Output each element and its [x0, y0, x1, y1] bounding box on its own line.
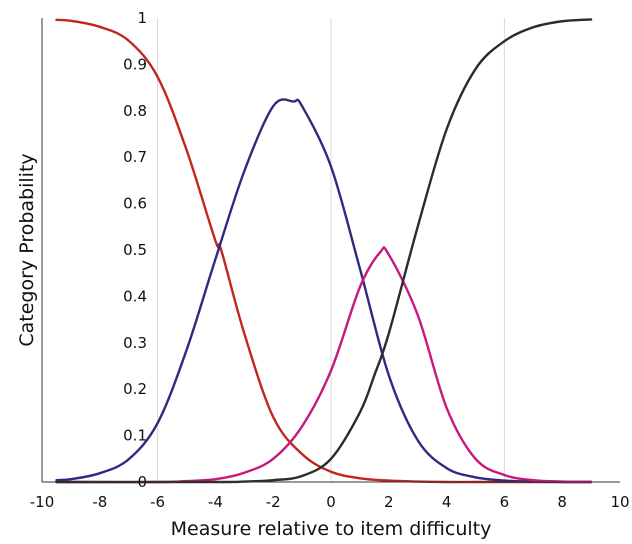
y-tick-labels: 0 0.1 0.2 0.3 0.4 0.5 0.6 0.7 0.8 0.9 1	[123, 9, 147, 491]
x-tick-label: 8	[557, 493, 567, 511]
axis-layer	[41, 18, 620, 483]
y-tick-label: 0.4	[123, 287, 147, 305]
series-line-3	[55, 18, 593, 484]
y-tick-label: 0.8	[123, 102, 147, 120]
x-tick-label: -2	[266, 493, 281, 511]
y-tick-label: 0.7	[123, 148, 147, 166]
x-tick-label: -10	[30, 493, 55, 511]
x-tick-label: 2	[384, 493, 394, 511]
x-tick-label: -4	[208, 493, 223, 511]
x-tick-label: -6	[150, 493, 165, 511]
y-tick-label: 0.6	[123, 195, 147, 213]
x-tick-label: -8	[92, 493, 107, 511]
y-tick-label: 0.2	[123, 380, 147, 398]
series-line-1	[55, 98, 593, 484]
x-tick-label: 6	[500, 493, 510, 511]
y-tick-label: 0.3	[123, 334, 147, 352]
x-tick-labels: -10 -8 -6 -4 -2 0 2 4 6 8 10	[30, 493, 630, 511]
grid-layer	[157, 18, 505, 482]
y-tick-label: 0.9	[123, 55, 147, 73]
x-tick-label: 4	[442, 493, 452, 511]
y-tick-label: 0.1	[123, 427, 147, 445]
y-tick-label: 1	[137, 9, 147, 27]
y-tick-label: 0.5	[123, 241, 147, 259]
x-tick-label: 0	[326, 493, 336, 511]
x-axis-title: Measure relative to item difficulty	[171, 518, 492, 540]
y-axis-title: Category Probability	[16, 153, 38, 346]
y-tick-label: 0	[137, 473, 147, 491]
x-tick-label: 10	[610, 493, 629, 511]
series-line-2	[55, 246, 593, 484]
